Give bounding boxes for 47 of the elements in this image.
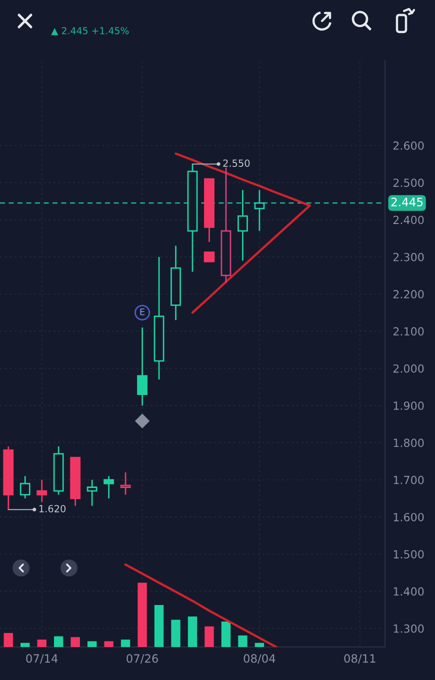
- bar: [254, 642, 264, 647]
- candlestick: [86, 479, 98, 507]
- bar: [20, 642, 30, 647]
- y-tick-label: 2.200: [393, 290, 424, 298]
- y-tick-label: 1.500: [394, 550, 424, 558]
- bar: [171, 620, 180, 647]
- annotation: E: [140, 308, 145, 316]
- bar: [70, 637, 80, 647]
- candlestick: [36, 479, 48, 503]
- candlestick: [20, 475, 30, 500]
- y-tick-label: 2.000: [393, 364, 424, 373]
- bar: [87, 641, 97, 647]
- candlestick: [238, 189, 248, 262]
- chart-subtitle: ▲ 2.445 +1.45%: [51, 27, 129, 36]
- bar: [138, 582, 147, 647]
- bar: [120, 640, 130, 647]
- bar: [104, 641, 114, 647]
- y-tick-label: 1.900: [394, 401, 424, 410]
- bar: [221, 621, 231, 647]
- ref-line-label: 2.445: [391, 198, 423, 206]
- x-tick-label: 08/04: [244, 654, 276, 664]
- y-tick-label: 2.400: [393, 216, 424, 224]
- y-tick-label: 1.400: [394, 587, 424, 596]
- y-tick-label: 2.100: [393, 327, 424, 336]
- y-tick-label: 2.300: [393, 252, 424, 262]
- candlestick: [104, 475, 114, 500]
- y-tick-label: 2.500: [393, 178, 424, 187]
- bar: [188, 616, 198, 647]
- x-tick-label: 07/26: [126, 654, 158, 664]
- candlestick: [120, 472, 131, 496]
- y-tick-label: 1.800: [394, 438, 424, 448]
- annotation: 2.550: [223, 159, 250, 167]
- bar: [238, 635, 248, 647]
- y-tick-label: 2.600: [393, 141, 424, 150]
- bar: [4, 632, 13, 647]
- bar: [37, 640, 46, 647]
- x-tick-label: 07/14: [26, 654, 58, 664]
- candlestick: [254, 189, 265, 232]
- annotation: 1.620: [39, 505, 66, 512]
- y-tick-label: 1.700: [394, 476, 424, 484]
- y-tick-label: 1.300: [394, 624, 424, 633]
- x-tick-label: 08/11: [344, 654, 376, 664]
- bar: [54, 636, 64, 647]
- candlestick: [137, 326, 148, 406]
- y-tick-label: 1.600: [394, 512, 424, 522]
- bar: [204, 626, 214, 647]
- bar: [154, 604, 164, 647]
